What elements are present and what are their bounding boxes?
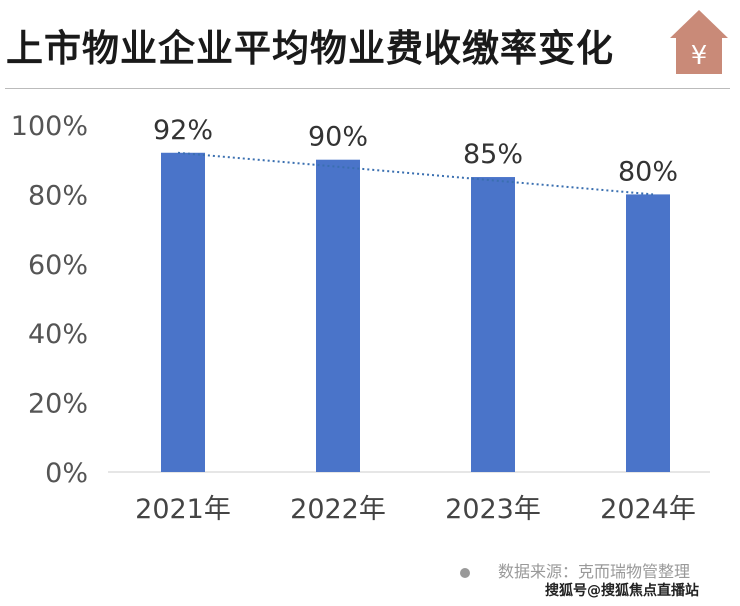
- trend-line: [177, 151, 654, 196]
- watermark: 搜狐号@搜狐焦点直播站: [545, 583, 699, 599]
- x-tick-label: 2023年: [445, 494, 541, 525]
- y-tick-label: 80%: [28, 180, 88, 211]
- bar: [626, 194, 670, 472]
- data-label: 85%: [463, 139, 523, 170]
- bullet-icon: [460, 567, 470, 578]
- house-yen-icon: ¥: [670, 10, 728, 74]
- y-tick-label: 40%: [28, 319, 88, 350]
- data-label: 80%: [618, 156, 678, 187]
- bar-chart: 0% 20% 40% 60% 80% 100% 92% 2021年 90% 2022年 85% 202…: [11, 111, 710, 525]
- x-tick-label: 2024年: [600, 494, 696, 525]
- svg-text:¥: ¥: [691, 41, 708, 71]
- data-label: 92%: [153, 115, 213, 146]
- source-text: 数据来源：克而瑞物管整理: [498, 562, 691, 581]
- bar: [161, 152, 205, 472]
- bar: [471, 177, 515, 473]
- y-tick-label: 100%: [11, 111, 88, 142]
- y-tick-label: 20%: [28, 389, 88, 420]
- divider: [5, 88, 730, 89]
- x-tick-label: 2021年: [135, 494, 231, 525]
- x-tick-label: 2022年: [290, 494, 386, 525]
- bar: [316, 159, 360, 472]
- y-tick-label: 60%: [28, 250, 88, 281]
- y-tick-label: 0%: [45, 458, 88, 489]
- source-note: 数据来源：克而瑞物管整理: [460, 558, 690, 582]
- chart-title: 上市物业企业平均物业费收缴率变化: [6, 27, 614, 70]
- data-label: 90%: [308, 122, 368, 153]
